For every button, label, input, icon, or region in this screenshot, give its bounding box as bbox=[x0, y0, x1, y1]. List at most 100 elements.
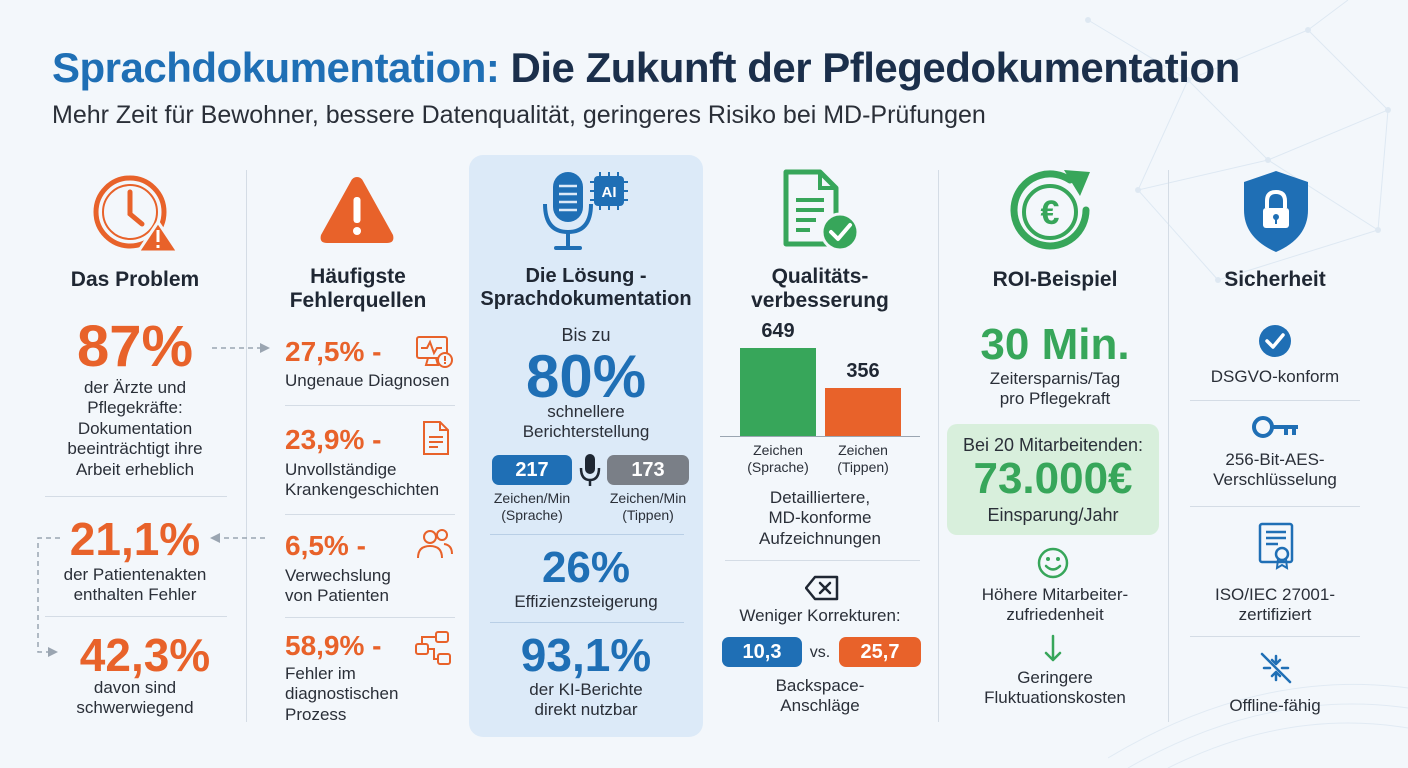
problem-stat2-value: 21,1% bbox=[69, 513, 201, 565]
efficiency-text: Effizienzsteigerung bbox=[514, 592, 658, 611]
divider bbox=[285, 405, 455, 406]
typing-rate-label: Zeichen/Min (Tippen) bbox=[598, 490, 698, 524]
text-line: Zeitersparnis/Tag bbox=[989, 369, 1121, 388]
solution-big-text: schnellere Berichterstellung bbox=[469, 402, 703, 443]
text-line: Anschläge bbox=[780, 696, 860, 716]
heading-line: Sprachdokumentation bbox=[480, 288, 692, 310]
error-item-pct: 6,5% - bbox=[285, 530, 366, 561]
text-line: Ungenaue Diagnosen bbox=[285, 371, 450, 390]
column-divider bbox=[1168, 170, 1169, 722]
text-line: schwerwiegend bbox=[76, 698, 194, 718]
smiley-icon bbox=[1037, 547, 1069, 579]
title-part1: Sprachdokumentation: bbox=[52, 44, 500, 91]
divider bbox=[1190, 400, 1360, 401]
ki-reports-value: 93,1% bbox=[520, 629, 652, 681]
text-line: Zeichen bbox=[753, 442, 803, 458]
security-item-text: 256-Bit-AES- Verschlüsselung bbox=[1180, 450, 1370, 491]
solution-heading: Die Lösung - Sprachdokumentation bbox=[469, 265, 703, 311]
network-decoration bbox=[1085, 0, 1391, 283]
roi-heading: ROI-Beispiel bbox=[992, 268, 1118, 291]
speech-rate-pill: 217 bbox=[492, 455, 572, 485]
check-circle-icon bbox=[1259, 325, 1291, 357]
security-item-text: DSGVO-konform bbox=[1180, 367, 1370, 387]
chart-baseline bbox=[720, 436, 920, 437]
text-line: der KI-Berichte bbox=[529, 680, 643, 699]
error-item-text: Ungenaue Diagnosen bbox=[285, 371, 449, 391]
text-line: der Ärzte und bbox=[83, 378, 187, 397]
solution-pre: Bis zu bbox=[561, 325, 611, 345]
text-line: Pflegekräfte: bbox=[87, 398, 183, 418]
text-line: enthalten Fehler bbox=[73, 585, 197, 605]
text-line: Backspace- bbox=[775, 676, 865, 695]
security-item-text: ISO/IEC 27001- zertifiziert bbox=[1180, 585, 1370, 626]
text-line: Geringere bbox=[1017, 668, 1093, 687]
text-line: Verwechslung bbox=[285, 566, 391, 585]
fluctuation-text: Geringere Fluktuationskosten bbox=[950, 668, 1160, 709]
document-icon bbox=[423, 421, 449, 455]
bar-speech-label: Zeichen (Sprache) bbox=[728, 442, 828, 476]
text-line: Dokumentation bbox=[77, 418, 193, 438]
text-line: Höhere Mitarbeiter- bbox=[981, 585, 1129, 604]
quality-bar-chart: 649 356 bbox=[720, 320, 920, 480]
column-divider bbox=[938, 170, 939, 722]
corrections-text: Weniger Korrekturen: bbox=[739, 606, 901, 625]
typing-rate-pill: 173 bbox=[607, 455, 689, 485]
savings-box bbox=[947, 424, 1159, 535]
text-line: Verschlüsselung bbox=[1213, 470, 1337, 490]
text-line: ISO/IEC 27001- bbox=[1214, 585, 1335, 604]
text-line: Fluktuationskosten bbox=[984, 688, 1126, 708]
heading-line: Häufigste bbox=[310, 265, 406, 288]
solution-panel bbox=[469, 155, 703, 737]
text-line: zertifiziert bbox=[1238, 605, 1312, 625]
text-line: davon sind bbox=[93, 678, 177, 697]
problem-heading: Das Problem bbox=[70, 268, 200, 291]
error-item-pct: 58,9% - bbox=[285, 630, 382, 661]
divider bbox=[1190, 636, 1360, 637]
text-line: Zeichen/Min bbox=[609, 490, 687, 506]
text-line: Berichterstellung bbox=[522, 422, 650, 442]
roi-big-text: Zeitersparnis/Tag pro Pflegekraft bbox=[950, 369, 1160, 410]
document-check-icon bbox=[783, 169, 860, 252]
text-line: Krankengeschichten bbox=[285, 480, 440, 500]
text-line: beeinträchtigt ihre bbox=[67, 439, 203, 459]
column-divider bbox=[246, 170, 247, 722]
text-line: direkt nutzbar bbox=[534, 700, 638, 720]
text-line: Detailliertere, bbox=[769, 488, 871, 507]
bar-typing-label: Zeichen (Tippen) bbox=[813, 442, 913, 476]
euro-cycle-icon: € bbox=[1010, 170, 1090, 250]
heading-line: Die Lösung - bbox=[525, 265, 647, 287]
ai-chip-label: AI bbox=[602, 184, 617, 201]
heading-line: Fehlerquellen bbox=[289, 289, 427, 313]
problem-stat3-value: 42,3% bbox=[79, 629, 211, 681]
warning-icon bbox=[320, 177, 394, 243]
error-item-text: Unvollständige Krankengeschichten bbox=[285, 460, 439, 501]
text-line: Fehler im bbox=[285, 664, 356, 683]
errors-heading: Häufigste Fehlerquellen bbox=[258, 265, 458, 313]
efficiency-value: 26% bbox=[541, 543, 631, 592]
solution-big-value: 80% bbox=[525, 343, 647, 410]
svg-text:€: € bbox=[1041, 194, 1060, 232]
text-line: (Sprache) bbox=[501, 506, 563, 523]
error-item-pct: 23,9% - bbox=[285, 424, 382, 455]
text-line: (Tippen) bbox=[837, 458, 889, 475]
bar-speech bbox=[740, 348, 816, 436]
divider bbox=[490, 534, 684, 535]
text-line: Aufzeichnungen bbox=[759, 528, 881, 548]
error-item-text: Verwechslung von Patienten bbox=[285, 566, 391, 607]
quality-heading: Qualitäts- verbesserung bbox=[720, 265, 920, 313]
key-icon bbox=[1252, 416, 1298, 438]
text-line: Offline-fähig bbox=[1229, 696, 1321, 715]
text-line: pro Pflegekraft bbox=[999, 389, 1111, 409]
text-line: zufriedenheit bbox=[1006, 605, 1104, 625]
heading-line: Qualitäts- bbox=[771, 265, 869, 288]
divider bbox=[45, 496, 227, 497]
problem-stat2-text: der Patientenakten enthalten Fehler bbox=[40, 565, 230, 606]
text-line: DSGVO-konform bbox=[1210, 367, 1340, 386]
bar-typing-value: 356 bbox=[846, 360, 880, 382]
text-line: (Tippen) bbox=[622, 506, 674, 523]
problem-stat3-text: davon sind schwerwiegend bbox=[40, 678, 230, 719]
text-line: schnellere bbox=[547, 402, 625, 421]
clock-alert-icon bbox=[93, 175, 181, 254]
corrections-typing-pill: 25,7 bbox=[839, 637, 921, 667]
text-line: (Sprache) bbox=[747, 458, 809, 475]
